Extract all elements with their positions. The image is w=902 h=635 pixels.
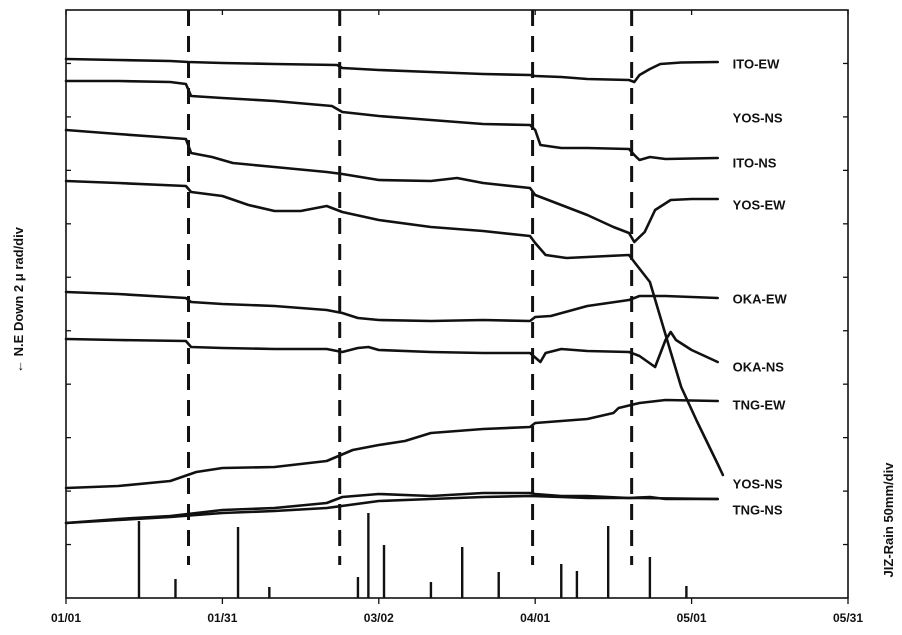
plot-frame — [65, 9, 849, 604]
x-tick-label: 05/31 — [833, 611, 863, 625]
y-axis-label: ← N.E Down 2 μ rad/div — [11, 226, 26, 373]
series-lines — [64, 57, 725, 525]
series-line — [64, 128, 720, 244]
series-label: YOS-NS — [733, 111, 783, 126]
x-tick-label: 04/01 — [520, 611, 550, 625]
series-label: ITO-NS — [733, 156, 777, 171]
event-lines — [187, 10, 634, 565]
series-label: YOS-EW — [733, 198, 786, 213]
series-line — [64, 330, 720, 369]
plot-border — [65, 9, 849, 599]
series-label: OKA-NS — [733, 360, 785, 375]
x-tick-label: 01/31 — [207, 611, 237, 625]
series-label: ITO-EW — [733, 57, 780, 72]
secondary-y-axis-label: JIZ-Rain 50mm/div — [881, 462, 896, 578]
series-line — [64, 57, 720, 84]
series-line — [64, 179, 725, 477]
x-tick-labels: 01/01 01/31 03/02 04/01 05/01 05/31 — [51, 611, 863, 625]
x-tick-label: 03/02 — [364, 611, 394, 625]
series-label: YOS-NS — [733, 477, 783, 492]
series-label: TNG-EW — [733, 398, 786, 413]
series-line — [64, 79, 720, 162]
series-label: OKA-EW — [733, 292, 788, 307]
series-label: TNG-NS — [733, 503, 783, 518]
series-line — [64, 398, 720, 490]
series-line — [64, 290, 720, 323]
series-line — [64, 494, 720, 525]
x-tick-label: 05/01 — [677, 611, 707, 625]
series-labels: ITO-EW ITO-NS YOS-EW YOS-NS OKA-EW OKA-NS TNG-… — [733, 57, 788, 518]
x-tick-label: 01/01 — [51, 611, 81, 625]
rain-bars — [137, 513, 688, 598]
